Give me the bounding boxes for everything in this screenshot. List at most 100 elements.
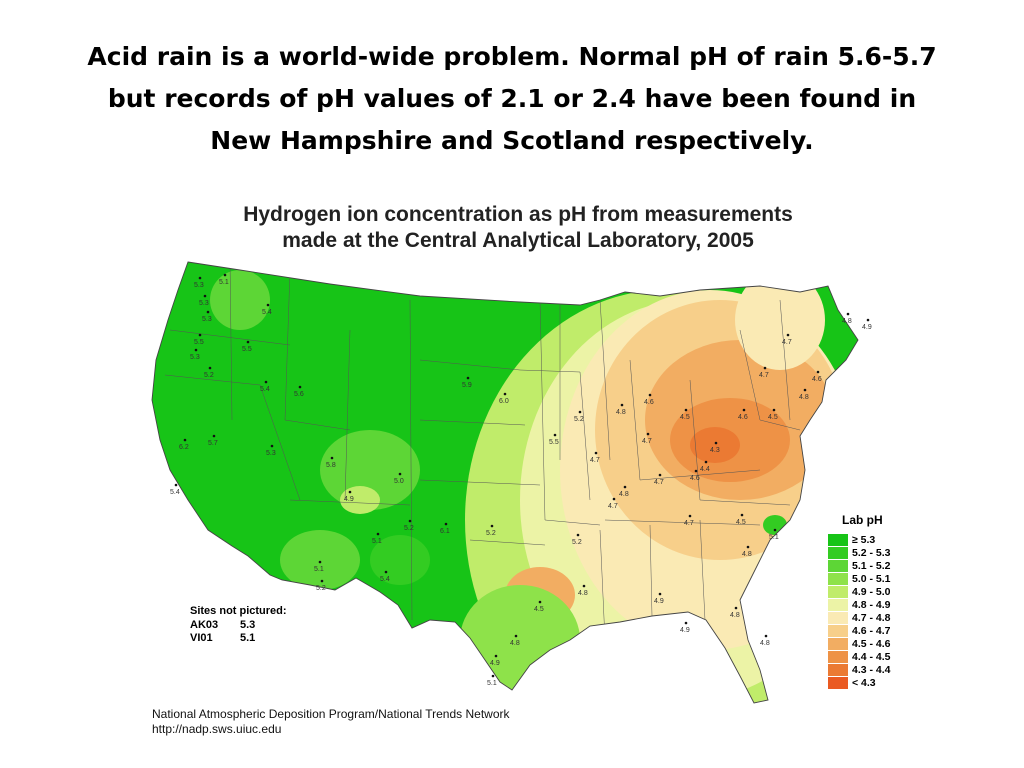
site-dot [764, 634, 768, 638]
site-value-label: 4.8 [842, 318, 852, 325]
site-dot [494, 654, 498, 658]
site-dot [704, 460, 708, 464]
site-value-label: 4.7 [642, 438, 652, 445]
legend-label: 4.9 - 5.0 [852, 585, 891, 598]
site-dot [246, 340, 250, 344]
site-value-label: 6.0 [499, 398, 509, 405]
site-dot [203, 294, 207, 298]
site-value-label: 5.2 [572, 539, 582, 546]
site-dot [266, 303, 270, 307]
site-value-label: 4.8 [760, 640, 770, 647]
legend-swatch [828, 533, 848, 546]
legend-title: Lab pH [842, 513, 883, 527]
site-value-label: 4.5 [736, 519, 746, 526]
site-dot [408, 519, 412, 523]
site-dot [553, 433, 557, 437]
legend-label: 4.6 - 4.7 [852, 624, 891, 637]
site-dot [174, 483, 178, 487]
site-dot [444, 522, 448, 526]
site-value-label: 4.7 [608, 503, 618, 510]
site-dot [746, 545, 750, 549]
map-title-line-1: Hydrogen ion concentration as pH from me… [243, 203, 793, 226]
site-value-label: 6.2 [179, 444, 189, 451]
site-dot [376, 532, 380, 536]
site-value-label: 6.1 [440, 528, 450, 535]
site-dot [514, 634, 518, 638]
site-value-label: 4.6 [644, 399, 654, 406]
site-value-label: 4.7 [654, 479, 664, 486]
site-value-label: 5.2 [486, 530, 496, 537]
legend-swatch [828, 637, 848, 650]
legend-label: 4.8 - 4.9 [852, 598, 891, 611]
site-value-label: 4.4 [700, 466, 710, 473]
legend-swatch [828, 611, 848, 624]
site-dot [491, 674, 495, 678]
site-id: AK03 [190, 619, 219, 631]
site-id: VI01 [190, 632, 213, 644]
site-dot [803, 388, 807, 392]
site-dot [318, 560, 322, 564]
legend: Lab pH ≥ 5.3 5.2 - 5.3 5.1 - 5.2 5.0 - 5.1 4… [828, 513, 908, 689]
site-dot [198, 276, 202, 280]
slide-title-line-3: New Hampshire and Scotland respectively. [210, 126, 814, 155]
site-dot [772, 408, 776, 412]
site-dot [658, 592, 662, 596]
site-dot [348, 490, 352, 494]
site-value-label: 4.8 [619, 491, 629, 498]
site-value-label: 5.8 [326, 462, 336, 469]
site-dot [208, 366, 212, 370]
legend-entry: < 4.3 [828, 676, 908, 689]
legend-swatch [828, 624, 848, 637]
site-dot [206, 310, 210, 314]
site-value: 5.3 [240, 619, 256, 631]
site-value-label: 4.3 [710, 447, 720, 454]
site-value-label: 4.8 [742, 551, 752, 558]
site-value-label: 4.7 [684, 520, 694, 527]
site-value-label: 5.1 [219, 279, 229, 286]
legend-label: < 4.3 [852, 676, 876, 689]
sites-not-pictured-title: Sites not pictured: [190, 605, 287, 617]
legend-entry: ≥ 5.3 [828, 533, 908, 546]
legend-label: 4.7 - 4.8 [852, 611, 891, 624]
site-value-label: 4.9 [862, 324, 872, 331]
site-value-label: 5.0 [394, 478, 404, 485]
site-dot [763, 366, 767, 370]
site-value-label: 4.5 [680, 414, 690, 421]
site-dot [773, 528, 777, 532]
site-value-label: 5.3 [199, 300, 209, 307]
site-value-label: 5.4 [380, 576, 390, 583]
site-value-label: 4.7 [590, 457, 600, 464]
site-value-label: 4.7 [782, 339, 792, 346]
site-value-label: 5.7 [208, 440, 218, 447]
site-value-label: 5.1 [314, 566, 324, 573]
site-value-label: 4.8 [578, 590, 588, 597]
site-value: 5.1 [240, 632, 256, 644]
site-value-label: 5.5 [242, 346, 252, 353]
credit-line-2: http://nadp.sws.uiuc.edu [152, 722, 282, 736]
site-dot [398, 472, 402, 476]
site-dot [466, 376, 470, 380]
site-dot [264, 380, 268, 384]
site-value-label: 4.8 [730, 612, 740, 619]
site-row: VI01 5.1 [190, 632, 310, 645]
legend-swatch [828, 585, 848, 598]
site-value-label: 4.8 [799, 394, 809, 401]
site-dot [646, 432, 650, 436]
site-dot [658, 473, 662, 477]
site-dot [734, 606, 738, 610]
sites-not-pictured: Sites not pictured: AK03 5.3 VI01 5.1 [190, 605, 310, 645]
site-value-label: 5.5 [549, 439, 559, 446]
legend-entry: 4.5 - 4.6 [828, 637, 908, 650]
slide-title: Acid rain is a world-wide problem. Norma… [40, 36, 984, 162]
site-dot [846, 312, 850, 316]
legend-entry: 5.1 - 5.2 [828, 559, 908, 572]
site-dot [330, 456, 334, 460]
site-value-label: 4.5 [768, 414, 778, 421]
legend-label: 5.0 - 5.1 [852, 572, 891, 585]
site-value-label: 5.1 [487, 680, 497, 687]
site-value-label: 5.9 [462, 382, 472, 389]
site-value-label: 4.7 [759, 372, 769, 379]
site-dot [866, 318, 870, 322]
site-value-label: 5.3 [266, 450, 276, 457]
